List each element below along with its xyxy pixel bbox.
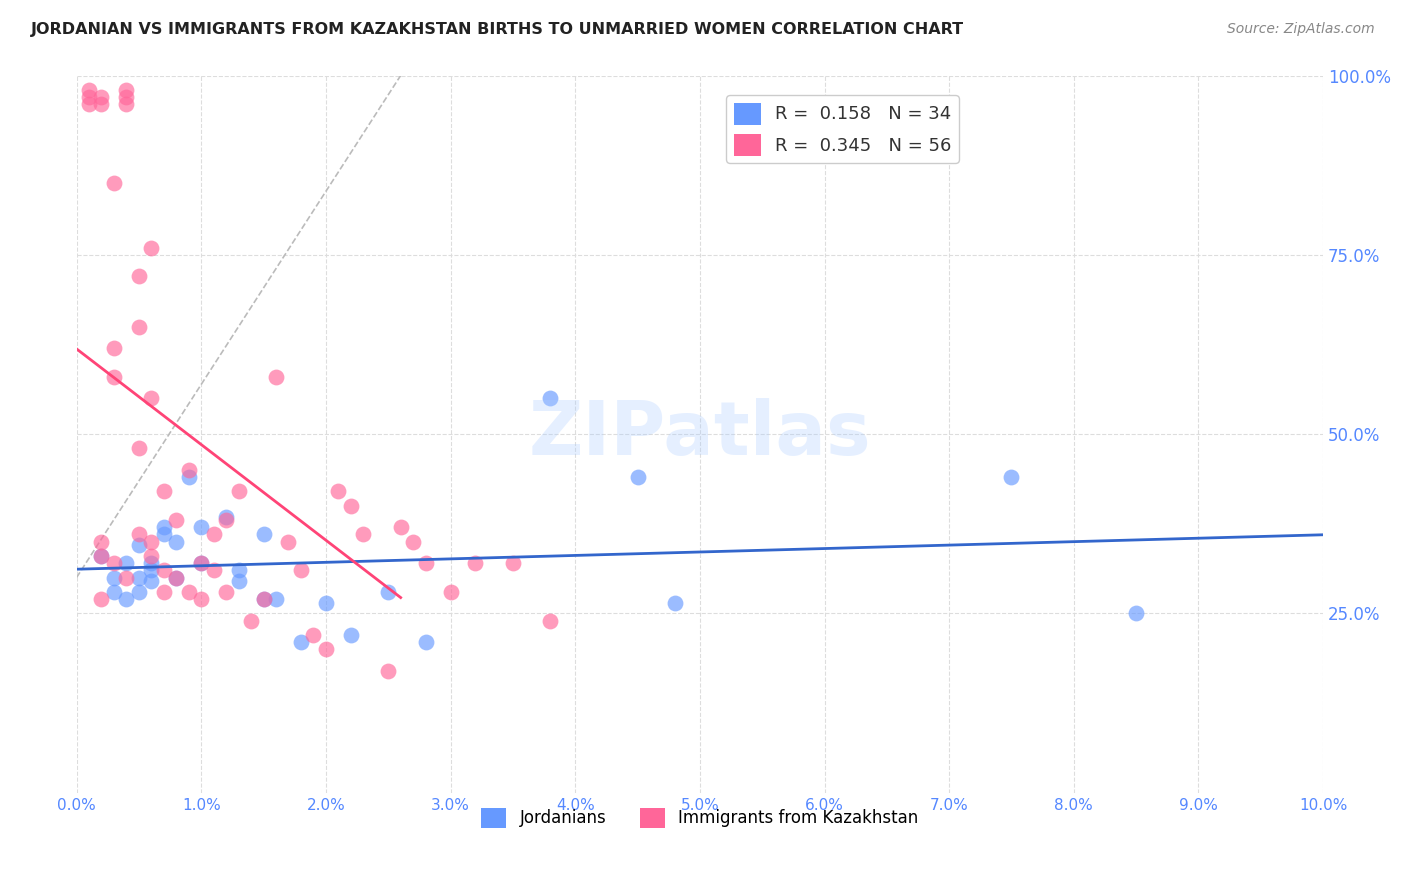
Point	[153, 484, 176, 499]
Point	[103, 585, 125, 599]
Point	[228, 574, 250, 588]
Point	[439, 585, 461, 599]
Point	[1125, 607, 1147, 621]
Point	[290, 635, 312, 649]
Point	[538, 391, 561, 405]
Point	[1000, 470, 1022, 484]
Point	[128, 269, 150, 284]
Text: Source: ZipAtlas.com: Source: ZipAtlas.com	[1227, 22, 1375, 37]
Point	[228, 563, 250, 577]
Point	[128, 527, 150, 541]
Point	[277, 534, 299, 549]
Point	[402, 534, 425, 549]
Point	[90, 97, 112, 112]
Point	[264, 592, 287, 607]
Legend: Jordanians, Immigrants from Kazakhstan: Jordanians, Immigrants from Kazakhstan	[475, 801, 925, 835]
Point	[538, 614, 561, 628]
Point	[228, 484, 250, 499]
Point	[377, 664, 399, 678]
Point	[177, 585, 200, 599]
Point	[103, 570, 125, 584]
Point	[115, 97, 138, 112]
Point	[141, 391, 163, 405]
Point	[90, 534, 112, 549]
Point	[115, 90, 138, 104]
Point	[77, 83, 100, 97]
Point	[90, 549, 112, 563]
Point	[415, 556, 437, 570]
Point	[215, 585, 238, 599]
Point	[352, 527, 374, 541]
Point	[141, 574, 163, 588]
Point	[165, 513, 187, 527]
Point	[240, 614, 263, 628]
Point	[103, 556, 125, 570]
Point	[128, 538, 150, 552]
Point	[128, 585, 150, 599]
Point	[77, 90, 100, 104]
Text: JORDANIAN VS IMMIGRANTS FROM KAZAKHSTAN BIRTHS TO UNMARRIED WOMEN CORRELATION CH: JORDANIAN VS IMMIGRANTS FROM KAZAKHSTAN …	[31, 22, 965, 37]
Point	[190, 592, 212, 607]
Point	[141, 534, 163, 549]
Point	[165, 534, 187, 549]
Point	[77, 97, 100, 112]
Point	[464, 556, 486, 570]
Point	[128, 319, 150, 334]
Point	[252, 592, 274, 607]
Point	[290, 563, 312, 577]
Point	[626, 470, 648, 484]
Point	[177, 463, 200, 477]
Point	[153, 527, 176, 541]
Point	[115, 556, 138, 570]
Point	[415, 635, 437, 649]
Point	[340, 499, 363, 513]
Point	[115, 592, 138, 607]
Point	[103, 369, 125, 384]
Point	[215, 509, 238, 524]
Point	[141, 241, 163, 255]
Point	[315, 642, 337, 657]
Point	[165, 570, 187, 584]
Point	[302, 628, 325, 642]
Point	[90, 592, 112, 607]
Point	[190, 520, 212, 534]
Point	[177, 470, 200, 484]
Point	[90, 549, 112, 563]
Point	[252, 592, 274, 607]
Point	[103, 341, 125, 355]
Point	[502, 556, 524, 570]
Point	[165, 570, 187, 584]
Point	[315, 596, 337, 610]
Point	[141, 556, 163, 570]
Point	[252, 527, 274, 541]
Point	[190, 556, 212, 570]
Point	[328, 484, 350, 499]
Point	[115, 570, 138, 584]
Point	[153, 585, 176, 599]
Point	[90, 90, 112, 104]
Point	[215, 513, 238, 527]
Point	[389, 520, 412, 534]
Point	[153, 520, 176, 534]
Point	[664, 596, 686, 610]
Point	[141, 563, 163, 577]
Point	[202, 527, 225, 541]
Text: ZIPatlas: ZIPatlas	[529, 398, 872, 471]
Point	[115, 83, 138, 97]
Point	[141, 549, 163, 563]
Point	[264, 369, 287, 384]
Point	[153, 563, 176, 577]
Point	[128, 442, 150, 456]
Point	[103, 176, 125, 190]
Point	[190, 556, 212, 570]
Point	[340, 628, 363, 642]
Point	[202, 563, 225, 577]
Point	[377, 585, 399, 599]
Point	[128, 570, 150, 584]
